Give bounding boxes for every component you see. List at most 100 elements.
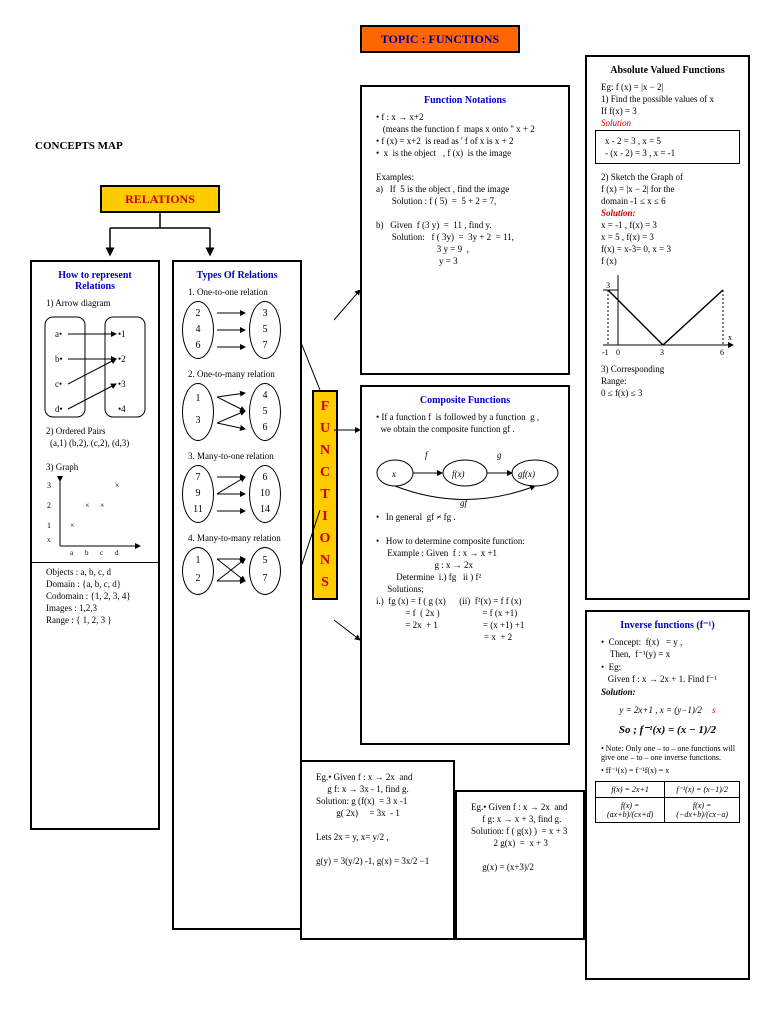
f0: Objects : a, b, c, d — [46, 567, 150, 577]
svg-text:f(x): f(x) — [452, 469, 465, 479]
svg-text:3: 3 — [660, 348, 664, 357]
svg-text:c•: c• — [55, 379, 62, 389]
box1-item3: 3) Graph — [46, 462, 150, 472]
b6note2: • ff⁻¹(x) = f⁻¹f(x) = x — [601, 766, 740, 775]
svg-text:×: × — [100, 501, 105, 510]
box-represent-relations: How to represent Relations 1) Arrow diag… — [30, 260, 160, 830]
text-line: Given f : x → 2x + 1. Find f⁻¹ — [601, 674, 740, 685]
t4: 4. Many-to-many relation — [188, 533, 292, 543]
b5q1b: If f(x) = 3 — [601, 106, 740, 116]
box4-title: Composite Functions — [370, 395, 560, 406]
text-line: Eg.• Given f : x → 2x and — [471, 802, 575, 812]
text-line: Solution: f ( g(x) ) = x + 3 — [471, 826, 575, 836]
f1: Domain : {a, b, c, d} — [46, 579, 150, 589]
text-line: b) Given f (3 y) = 11 , find y. — [376, 220, 560, 230]
diag-many-one: 7911 61014 — [182, 465, 292, 523]
text-line: f g: x → x + 3, find g. — [471, 814, 575, 824]
diag-one-one: 246 357 — [182, 301, 292, 359]
text-line: g(x) = (x+3)/2 — [471, 862, 575, 872]
b5q2a: 2) Sketch the Graph of — [601, 172, 740, 182]
text-line: Determine i.) fg ii ) f² — [376, 572, 560, 582]
text-line: g f: x → 3x - 1, find g. — [316, 784, 445, 794]
box2-title: Types Of Relations — [182, 270, 292, 281]
b5s2d: f (x) — [601, 256, 740, 266]
relations-banner: RELATIONS — [100, 185, 220, 213]
svg-text:a•: a• — [55, 329, 62, 339]
text-line — [376, 160, 560, 170]
box1-item1: 1) Arrow diagram — [46, 298, 150, 308]
b5s2b: x = 5 , f(x) = 3 — [601, 232, 740, 242]
relations-connector — [80, 213, 260, 263]
text-line: • f : x → x+2 — [376, 112, 560, 122]
box-composite: Composite Functions • If a function f is… — [360, 385, 570, 745]
diag-many-many: 12 57 — [182, 547, 292, 595]
box5-title: Absolute Valued Functions — [595, 65, 740, 76]
text-line: = f ( 2x ) = f (x +1) — [376, 608, 560, 618]
text-line: y = 3 — [376, 256, 560, 266]
text-line: Solution: g (f(x) = 3 x -1 — [316, 796, 445, 806]
text-line: • Concept: f(x) = y , — [601, 637, 740, 647]
t3: 3. Many-to-one relation — [188, 451, 292, 461]
box1-pairs: (a,1) (b,2), (c,2), (d,3) — [50, 438, 150, 448]
text-line: Solutions; — [376, 584, 560, 594]
text-line — [316, 844, 445, 854]
svg-text:c: c — [100, 549, 103, 556]
svg-text:•2: •2 — [118, 354, 126, 364]
b5q2c: domain -1 ≤ x ≤ 6 — [601, 196, 740, 206]
text-line: Solution: f ( 3y) = 3y + 2 = 11, — [376, 232, 560, 242]
svg-text:3: 3 — [47, 481, 51, 490]
text-line: Solution : f ( 5) = 5 + 2 = 7, — [376, 196, 560, 206]
svg-text:1: 1 — [47, 521, 51, 530]
svg-text:a: a — [70, 549, 74, 556]
text-line: Example : Given f : x → x +1 — [376, 548, 560, 558]
svg-text:•3: •3 — [118, 379, 126, 389]
box-inverse: Inverse functions (f⁻¹) • Concept: f(x) … — [585, 610, 750, 980]
text-line: • How to determine composite function: — [376, 536, 560, 546]
svg-text:-1: -1 — [602, 348, 609, 357]
text-line: = 2x + 1 = (x +1) +1 — [376, 620, 560, 630]
t2: 2. One-to-many relation — [188, 369, 292, 379]
box-absolute: Absolute Valued Functions Eg: f (x) = |x… — [585, 55, 750, 600]
svg-text:•4: •4 — [118, 404, 126, 414]
b5s2a: x = -1 , f(x) = 3 — [601, 220, 740, 230]
b6note: • Note: Only one – to – one functions wi… — [601, 744, 740, 762]
b6eq2: So ; f⁻¹(x) = (x − 1)/2 — [595, 723, 740, 736]
arrow-diagram: a•b• c•d• •1•2 •3•4 — [40, 312, 150, 422]
b5s1b: - (x - 2) = 3 , x = -1 — [605, 148, 736, 158]
svg-text:2: 2 — [47, 501, 51, 510]
svg-text:x: x — [47, 536, 51, 544]
svg-text:b: b — [85, 549, 89, 556]
text-line: Eg.• Given f : x → 2x and — [316, 772, 445, 782]
text-line — [316, 820, 445, 830]
box1-title: How to represent Relations — [40, 270, 150, 292]
text-line: we obtain the composite function gf . — [376, 424, 560, 434]
b5q3b: Range: — [601, 376, 740, 386]
text-line: g( 2x) = 3x - 1 — [316, 808, 445, 818]
svg-text:×: × — [85, 501, 90, 510]
svg-text:gf(x): gf(x) — [518, 469, 535, 479]
diag-one-many: 13 456 — [182, 383, 292, 441]
text-line: g(y) = 3(y/2) -1, g(x) = 3x/2 −1 — [316, 856, 445, 866]
text-line: i.) fg (x) = f ( g (x) (ii) f²(x) = f f … — [376, 596, 560, 606]
svg-text:f: f — [425, 450, 429, 460]
b5q3a: 3) Corresponding — [601, 364, 740, 374]
b5q3c: 0 ≤ f(x) ≤ 3 — [601, 388, 740, 398]
text-line — [376, 208, 560, 218]
svg-text:•1: •1 — [118, 329, 126, 339]
svg-text:x: x — [728, 333, 732, 342]
text-line: g : x → 2x — [376, 560, 560, 570]
text-line: Examples: — [376, 172, 560, 182]
text-line: = x + 2 — [376, 632, 560, 642]
b5sol2: Solution: — [601, 208, 740, 218]
b6sol: Solution: — [601, 687, 740, 697]
b5q1a: 1) Find the possible values of x — [601, 94, 740, 104]
b6eq1: y = 2x+1 , x = (y−1)/2 s — [595, 705, 740, 715]
f5: Images : 1,2,3 — [46, 603, 150, 613]
svg-text:3: 3 — [606, 281, 610, 290]
svg-text:×: × — [70, 521, 75, 530]
text-line: • x is the object , f (x) is the image — [376, 148, 560, 158]
text-line: • Eg: — [601, 662, 740, 672]
svg-text:x: x — [391, 469, 396, 479]
svg-text:0: 0 — [616, 348, 620, 357]
svg-text:6: 6 — [720, 348, 724, 357]
